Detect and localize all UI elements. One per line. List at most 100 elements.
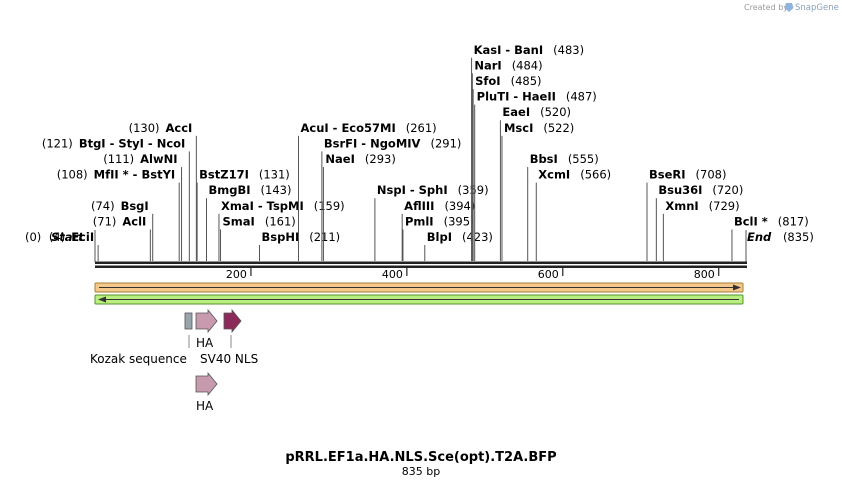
site-name: AclI — [122, 214, 146, 228]
site-name: XcmI — [538, 168, 570, 182]
site-position: (395) — [444, 214, 475, 228]
start-name: Start — [51, 230, 84, 244]
site-label-kasi-bani[interactable]: KasI - BanI (483) — [474, 43, 585, 57]
site-name: NarI — [474, 58, 501, 72]
site-name: SmaI — [223, 214, 255, 228]
plasmid-size: 835 bp — [402, 465, 440, 478]
site-label-acli[interactable]: (71) AclI — [93, 214, 147, 228]
site-position: (121) — [42, 136, 73, 150]
site-position: (484) — [512, 58, 543, 72]
start-label: (0) Start — [25, 230, 84, 244]
site-label-bbsi[interactable]: BbsI (555) — [530, 152, 599, 166]
kozak-label: Kozak sequence — [90, 352, 187, 366]
snapgene-logo-icon — [784, 3, 794, 12]
site-position: (159) — [314, 199, 345, 213]
site-label-naei[interactable]: NaeI (293) — [325, 152, 395, 166]
site-name: BsgI — [121, 199, 149, 213]
site-position: (291) — [430, 136, 461, 150]
site-position: (161) — [265, 214, 296, 228]
site-name: NspI - SphI — [377, 183, 448, 197]
site-name: EciI — [71, 230, 94, 244]
site-label-alwni[interactable]: (111) AlwNI — [103, 152, 177, 166]
orf-reverse-arrowhead-icon — [98, 296, 106, 303]
site-name: BbsI — [530, 152, 558, 166]
site-position: (130) — [129, 121, 160, 135]
site-label-xmai-tspmi[interactable]: XmaI - TspMI (159) — [221, 199, 345, 213]
site-position: (487) — [566, 90, 597, 104]
site-position: (143) — [261, 183, 292, 197]
site-label-btgi-styi-ncoi[interactable]: (121) BtgI - StyI - NcoI — [42, 136, 185, 150]
dna-strand-bottom — [95, 265, 747, 268]
ha-arrow-2-icon[interactable] — [195, 371, 218, 397]
restriction-sites: (4) EciI (71) AclI (74) BsgI (108) MfII * - Bst… — [42, 43, 809, 261]
site-label-ecii[interactable]: (4) EciI — [49, 230, 94, 244]
dna-strand-top — [95, 261, 747, 264]
site-name: KasI - BanI — [474, 43, 544, 57]
site-label-nari[interactable]: NarI (484) — [474, 58, 542, 72]
site-label-xcmi[interactable]: XcmI (566) — [538, 168, 611, 182]
scale-tick-label-800: 800 — [694, 268, 715, 281]
site-label-bsgi[interactable]: (74) BsgI — [91, 199, 149, 213]
site-name: PmlI — [405, 214, 434, 228]
feature-ha-2[interactable]: HA — [195, 371, 218, 413]
sv40-nls-arrow-icon[interactable] — [223, 308, 242, 334]
site-name: XmaI - TspMI — [221, 199, 304, 213]
site-position: (423) — [462, 230, 493, 244]
ha-label-1: HA — [196, 336, 214, 350]
site-name: BmgBI — [208, 183, 250, 197]
feature-sv40-nls[interactable]: SV40 NLS — [200, 308, 258, 366]
orf-forward[interactable] — [94, 282, 744, 293]
orf-reverse[interactable] — [94, 294, 744, 305]
site-label-bsrfi-ngomiv[interactable]: BsrFI - NgoMIV (291) — [324, 136, 462, 150]
site-label-pluti-haeii[interactable]: PluTI - HaeII (487) — [477, 90, 597, 104]
site-label-sfoi[interactable]: SfoI (485) — [475, 74, 541, 88]
credit-brand: SnapGene — [795, 3, 839, 13]
site-position: (74) — [91, 199, 115, 213]
site-label-bseri[interactable]: BseRI (708) — [649, 168, 726, 182]
scale-tick-label-400: 400 — [382, 268, 403, 281]
plasmid-title: pRRL.EF1a.HA.NLS.Sce(opt).T2A.BFP — [285, 450, 556, 465]
site-label-afliii[interactable]: AflIII (394) — [404, 199, 475, 213]
site-label-msci[interactable]: MscI (522) — [504, 121, 574, 135]
site-label-acci[interactable]: (130) AccI — [129, 121, 193, 135]
site-label-bsphi[interactable]: BspHI (211) — [262, 230, 341, 244]
site-label-pmli[interactable]: PmlI (395) — [405, 214, 475, 228]
sv40-nls-label: SV40 NLS — [200, 352, 258, 366]
site-position: (720) — [712, 183, 743, 197]
site-label-bstz17i[interactable]: BstZ17I (131) — [199, 168, 290, 182]
site-name: AcuI - Eco57MI — [300, 121, 395, 135]
site-position: (817) — [778, 214, 809, 228]
ha-label-2: HA — [196, 399, 214, 413]
site-position: (261) — [406, 121, 437, 135]
site-position: (71) — [93, 214, 117, 228]
site-name: BseRI — [649, 168, 686, 182]
site-label-smai[interactable]: SmaI (161) — [223, 214, 296, 228]
site-label-blpi[interactable]: BlpI (423) — [427, 230, 493, 244]
site-label-bcli-star[interactable]: BclI * (817) — [734, 214, 809, 228]
site-position: (483) — [553, 43, 584, 57]
scale-ticks: 200 400 600 800 — [226, 267, 720, 281]
site-label-eaei[interactable]: EaeI (520) — [502, 105, 571, 119]
site-name: SfoI — [475, 74, 500, 88]
site-label-bsu36i[interactable]: Bsu36I (720) — [658, 183, 743, 197]
site-label-bmgbi[interactable]: BmgBI (143) — [208, 183, 291, 197]
site-name: PluTI - HaeII — [477, 90, 556, 104]
site-name: MscI — [504, 121, 533, 135]
site-name: XmnI — [665, 199, 698, 213]
feature-ha-1[interactable]: HA — [195, 308, 218, 350]
kozak-box[interactable] — [184, 312, 193, 330]
site-name: EaeI — [502, 105, 530, 119]
site-position: (522) — [543, 121, 574, 135]
site-position: (729) — [709, 199, 740, 213]
feature-kozak-sequence[interactable]: Kozak sequence — [90, 312, 193, 366]
site-name: BlpI — [427, 230, 452, 244]
site-name: AccI — [166, 121, 193, 135]
site-label-xmni[interactable]: XmnI (729) — [665, 199, 739, 213]
site-position: (520) — [540, 105, 571, 119]
site-position: (293) — [365, 152, 396, 166]
site-label-mfii-star-bstyi[interactable]: (108) MfII * - BstYI — [57, 168, 175, 182]
site-label-acui-eco57mi[interactable]: AcuI - Eco57MI (261) — [300, 121, 436, 135]
scale-tick-label-200: 200 — [226, 268, 247, 281]
site-position: (131) — [259, 168, 290, 182]
ha-arrow-1-icon[interactable] — [195, 308, 218, 334]
